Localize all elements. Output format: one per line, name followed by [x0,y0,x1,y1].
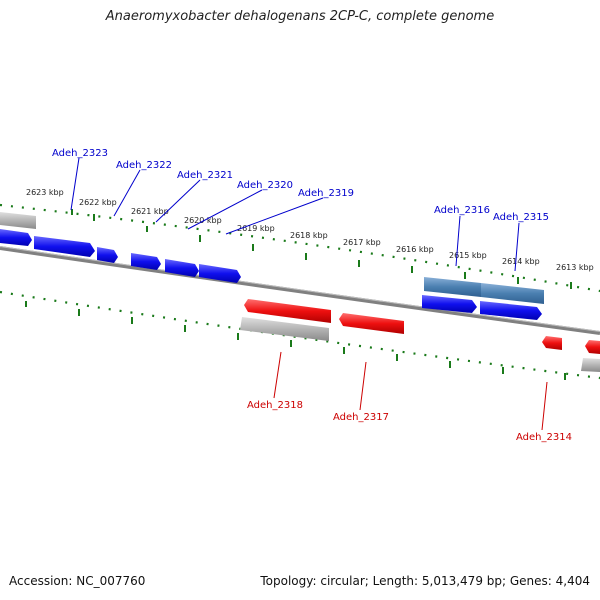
bottom-label-leaders [273,351,548,431]
map-title: Anaeromyxobacter dehalogenans 2CP-C, com… [105,9,495,24]
kbp-label: 2613 kbp [556,263,594,272]
gene-label[interactable]: Adeh_2314 [516,432,572,443]
gene-arrow-blue[interactable] [165,259,199,277]
reverse-genes[interactable] [240,299,600,372]
gene-arrow-blue[interactable] [0,229,32,246]
genome-stats: Topology: circular; Length: 5,013,479 bp… [260,574,590,588]
gene-label[interactable]: Adeh_2317 [333,412,389,423]
forward-genes[interactable] [0,212,544,320]
gene-label[interactable]: Adeh_2318 [247,400,303,411]
kbp-scale: 2623 kbp 2622 kbp 2621 kbp 2620 kbp 2619… [26,188,594,272]
gene-arrow-red[interactable] [585,340,600,354]
kbp-label: 2621 kbp [131,207,169,216]
gene-label[interactable]: Adeh_2316 [434,205,490,216]
gene-arrow-blue[interactable] [97,247,118,263]
gene-arrow-gray[interactable] [240,317,329,341]
kbp-label: 2618 kbp [290,231,328,240]
kbp-label: 2616 kbp [396,245,434,254]
inner-major-ticks [25,301,566,380]
bottom-gene-labels[interactable]: Adeh_2318 Adeh_2317 Adeh_2314 [247,400,572,443]
gene-arrow-gray[interactable] [581,358,600,372]
gene-arrow-blue[interactable] [199,264,241,283]
gene-arrow-blue[interactable] [131,253,161,270]
gene-label[interactable]: Adeh_2322 [116,160,172,171]
gene-arrow-selected[interactable] [481,283,544,304]
kbp-label: 2615 kbp [449,251,487,260]
kbp-label: 2617 kbp [343,238,381,247]
gene-label[interactable]: Adeh_2321 [177,170,233,181]
gene-arrow-blue[interactable] [34,236,95,257]
kbp-label: 2620 kbp [184,216,222,225]
gene-label[interactable]: Adeh_2323 [52,148,108,159]
kbp-label: 2614 kbp [502,257,540,266]
gene-arrow-blue[interactable] [422,295,477,313]
kbp-label: 2623 kbp [26,188,64,197]
gene-arrow-red[interactable] [244,299,331,323]
gene-arrow-selected[interactable] [424,277,481,297]
gene-label[interactable]: Adeh_2320 [237,180,293,191]
gene-arrow-blue[interactable] [480,301,542,320]
kbp-label: 2619 kbp [237,224,275,233]
accession-text: Accession: NC_007760 [9,574,146,588]
gene-label[interactable]: Adeh_2319 [298,188,354,199]
kbp-label: 2622 kbp [79,198,117,207]
top-label-leaders [70,157,520,272]
outer-major-ticks [71,209,572,289]
gene-label[interactable]: Adeh_2315 [493,212,549,223]
genome-backbone [0,246,600,335]
gene-arrow-red[interactable] [542,336,562,350]
top-gene-labels[interactable]: Adeh_2323 Adeh_2322 Adeh_2321 Adeh_2320 … [52,148,549,223]
gene-arrow-gray[interactable] [0,212,36,229]
gene-arrow-red[interactable] [339,313,404,334]
